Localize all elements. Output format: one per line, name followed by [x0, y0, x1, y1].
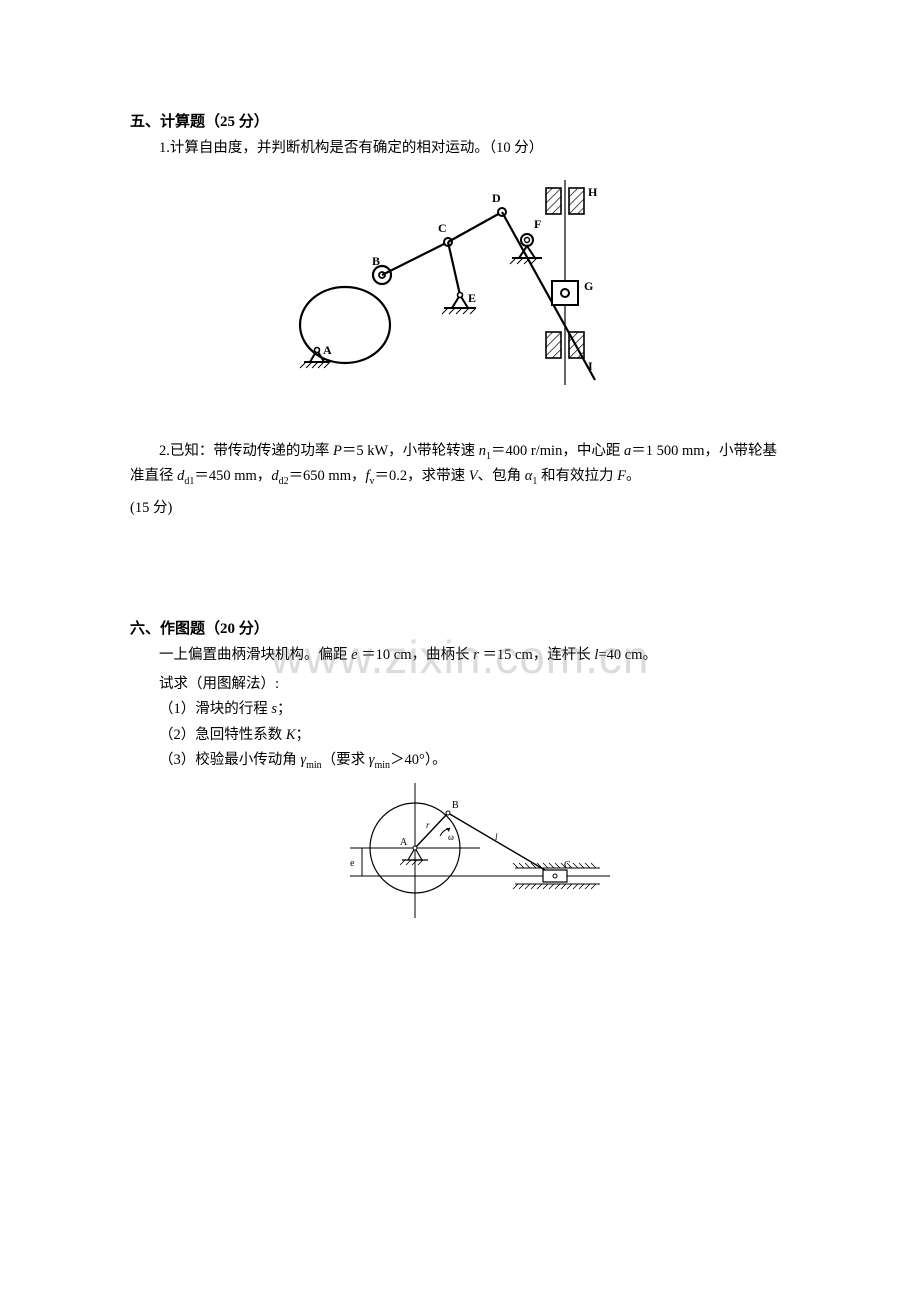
label-d: D: [492, 191, 501, 205]
s6-eval: ＝10 cm，曲柄长: [358, 647, 474, 663]
label-e: E: [468, 291, 476, 305]
label-b2: B: [452, 800, 459, 811]
q2-dd2val: ＝650 mm，: [289, 468, 366, 484]
q2-dd1sub: d1: [184, 476, 194, 487]
fixed-h: H: [546, 185, 598, 214]
offset-e: e: [350, 848, 366, 876]
label-c: C: [438, 221, 447, 235]
label-omega: ω: [448, 832, 454, 842]
s6-prefix: 一上偏置曲柄滑块机构。偏距: [159, 647, 351, 663]
i2-prefix: （2）急回特性系数: [159, 727, 286, 743]
joint-b: B: [372, 254, 391, 284]
joint-d: D: [492, 191, 506, 216]
i3-gamma2sub: min: [375, 760, 391, 771]
fixed-i: I: [546, 332, 593, 373]
label-f: F: [534, 217, 541, 231]
label-a2: A: [400, 837, 408, 848]
label-a: A: [323, 343, 332, 357]
joint-c: C: [438, 221, 452, 246]
q2-fvval: ＝0.2，求带速: [375, 468, 469, 484]
section6-intro: 一上偏置曲柄滑块机构。偏距 e ＝10 cm，曲柄长 r ＝15 cm，连杆长 …: [130, 644, 790, 667]
q2-F: F: [617, 468, 626, 484]
ground-e: E: [442, 291, 476, 314]
label-e2: e: [350, 858, 355, 869]
section6-header: 六、作图题（20 分）: [130, 617, 790, 638]
link-ce: [448, 242, 460, 295]
q2-n1val: ＝400 r/min，中心距: [491, 443, 624, 459]
section5-header: 五、计算题（25 分）: [130, 110, 790, 131]
ground-a2: A: [400, 837, 428, 865]
i2-K: K: [286, 727, 296, 743]
q2-P: P: [333, 443, 342, 459]
section6-item1: （1）滑块的行程 s；: [159, 698, 790, 721]
q2-dd2sub: d2: [279, 476, 289, 487]
diagram1-container: A B C E: [130, 170, 790, 400]
q2-end: 。: [626, 468, 641, 484]
crank-slider-diagram: e A B: [300, 778, 620, 928]
omega-arrow: ω: [440, 828, 454, 842]
label-g: G: [584, 279, 593, 293]
q2-mid2: 和有效拉力: [537, 468, 617, 484]
label-c2: C: [564, 860, 571, 871]
label-l2: l: [495, 832, 498, 842]
section6-item3: （3）校验最小传动角 γmin（要求 γmin＞40°）。: [159, 749, 790, 774]
section6-prompt: 试求（用图解法）:: [159, 673, 790, 696]
link-bc: [382, 242, 448, 275]
q2-mid: 、包角: [478, 468, 525, 484]
section6-item2: （2）急回特性系数 K；: [159, 724, 790, 747]
label-i: I: [588, 359, 593, 373]
s6-lval: =40 cm。: [598, 647, 657, 663]
i3-gammasub: min: [306, 760, 322, 771]
rod-bc: [448, 813, 555, 876]
i1-end: ；: [277, 701, 292, 717]
i3-mid: （要求: [322, 752, 369, 768]
diagram2-container: e A B: [130, 778, 790, 928]
i3-end: ＞40°）。: [390, 752, 447, 768]
i2-end: ；: [296, 727, 311, 743]
q2-prefix: 2.已知：带传动传递的功率: [159, 443, 333, 459]
q2-Pval: ＝5 kW，小带轮转速: [342, 443, 479, 459]
label-r2: r: [426, 820, 430, 830]
label-b: B: [372, 254, 380, 268]
s6-rval: ＝15 cm，连杆长: [479, 647, 595, 663]
q2-dd2: d: [271, 468, 278, 484]
q2-V: V: [469, 468, 478, 484]
q2-n1: n: [479, 443, 486, 459]
section5-q2: 2.已知：带传动传递的功率 P＝5 kW，小带轮转速 n1＝400 r/min，…: [130, 440, 790, 490]
section5-q1: 1.计算自由度，并判断机构是否有确定的相对运动。（10 分）: [130, 137, 790, 160]
ground-a: A: [300, 287, 390, 368]
section5-q2-points: (15 分): [130, 496, 790, 517]
crank-ab: [415, 813, 448, 848]
slider-c: C: [513, 860, 600, 889]
i3-prefix: （3）校验最小传动角: [159, 752, 300, 768]
link-cd: [448, 212, 502, 242]
q2-dd1val: ＝450 mm，: [194, 468, 271, 484]
slider-g: G: [552, 279, 593, 305]
mechanism-diagram-1: A B C E: [290, 170, 630, 400]
label-h: H: [588, 185, 598, 199]
joint-b2: B: [446, 800, 459, 815]
i1-prefix: （1）滑块的行程: [159, 701, 271, 717]
